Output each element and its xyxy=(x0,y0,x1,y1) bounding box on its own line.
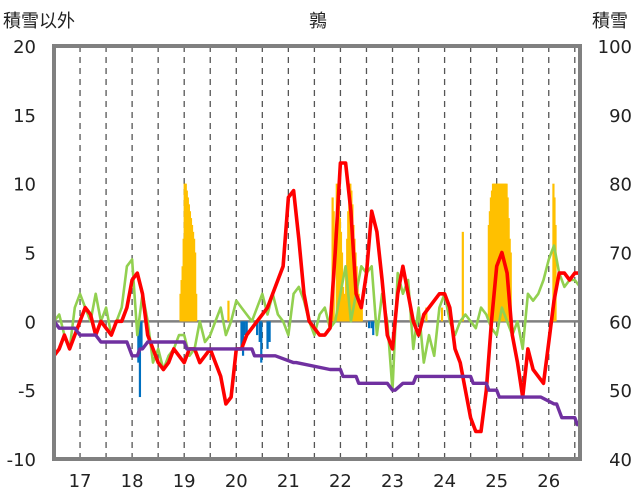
y-tick-left: 20 xyxy=(13,37,36,58)
x-tick: 25 xyxy=(485,471,508,492)
y-tick-right: 50 xyxy=(609,381,632,402)
precip-bar xyxy=(137,321,140,363)
precip-bar xyxy=(268,321,271,342)
y-tick-left: -10 xyxy=(7,450,36,471)
red-series-line xyxy=(52,161,582,434)
snow-bar xyxy=(425,307,428,322)
y-axis-left-title: 積雪以外 xyxy=(3,11,75,32)
precip-bar xyxy=(260,321,263,363)
snow-bar xyxy=(195,293,198,322)
x-tick: 22 xyxy=(329,471,352,492)
snow-bar xyxy=(227,300,230,322)
y-tick-left: 15 xyxy=(13,106,36,127)
x-tick: 24 xyxy=(433,471,456,492)
precip-bar xyxy=(266,321,269,349)
y-tick-right: 90 xyxy=(609,106,632,127)
y-tick-right: 60 xyxy=(609,312,632,333)
x-tick: 19 xyxy=(173,471,196,492)
y-tick-right: 40 xyxy=(609,450,632,471)
purple-series-line xyxy=(52,319,580,427)
precip-bar xyxy=(243,321,246,336)
snow-bar xyxy=(360,307,363,322)
precip-bar xyxy=(367,321,371,329)
precip-bar xyxy=(372,321,375,336)
y-tick-left: -5 xyxy=(18,381,36,402)
plot-frame xyxy=(52,44,582,461)
precip-bar xyxy=(140,321,143,349)
snow-bar xyxy=(194,252,197,322)
x-tick: 18 xyxy=(121,471,144,492)
x-tick: 21 xyxy=(277,471,300,492)
y-axis-right-title: 積雪 xyxy=(592,11,628,32)
line-layer xyxy=(52,161,582,434)
title: 鶉 xyxy=(309,11,327,32)
y-tick-right: 100 xyxy=(598,37,632,58)
y-tick-left: 10 xyxy=(13,175,36,196)
x-tick: 17 xyxy=(69,471,92,492)
snow-bar xyxy=(440,307,444,322)
precip-bar xyxy=(241,321,245,356)
precip-bar xyxy=(370,321,373,329)
precip-bar xyxy=(258,321,261,342)
precip-bar xyxy=(138,321,142,398)
snow-bar xyxy=(509,252,512,322)
y-tick-right: 80 xyxy=(609,175,632,196)
precip-bar xyxy=(245,321,248,336)
snow-bar xyxy=(461,231,464,322)
x-tick: 26 xyxy=(537,471,560,492)
precip-bar xyxy=(256,321,259,336)
snow-bar xyxy=(554,224,557,322)
y-tick-right: 70 xyxy=(609,244,632,265)
x-tick: 20 xyxy=(225,471,248,492)
x-tick: 23 xyxy=(381,471,404,492)
y-tick-left: 5 xyxy=(25,244,36,265)
y-tick-left: 0 xyxy=(25,312,36,333)
precip-bar xyxy=(240,321,243,349)
